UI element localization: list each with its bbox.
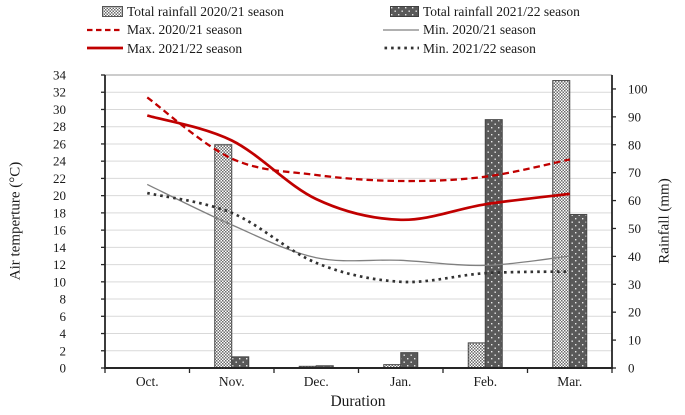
line-gray-solid xyxy=(146,183,570,267)
legend-item-line-black-dotted: Min. 2021/22 season xyxy=(379,40,580,56)
bar xyxy=(552,80,571,369)
right-tick-label: 20 xyxy=(628,305,641,320)
left-tick-label: 26 xyxy=(53,136,67,151)
gridlines xyxy=(105,74,612,352)
left-axis-title: Air temperture (°C) xyxy=(7,161,24,281)
left-tick-label: 6 xyxy=(60,309,67,324)
right-tick-label: 30 xyxy=(628,277,641,292)
right-tick-label: 50 xyxy=(628,221,641,236)
line-black-dotted xyxy=(146,191,570,284)
bar-hatched-swatch-icon xyxy=(83,5,123,17)
month-label: Oct. xyxy=(136,374,159,389)
month-label: Feb. xyxy=(473,374,497,389)
x-axis-title: Duration xyxy=(330,393,385,410)
right-tick-label: 10 xyxy=(628,333,641,348)
bar xyxy=(231,356,250,369)
legend-label: Max. 2021/22 season xyxy=(127,40,243,56)
bar xyxy=(484,119,503,369)
bars-rainfall-2021-22 xyxy=(231,119,588,369)
left-tick-label: 2 xyxy=(60,343,67,358)
legend-label: Max. 2020/21 season xyxy=(127,22,243,37)
left-tick-label: 30 xyxy=(53,102,66,117)
bar xyxy=(569,214,588,369)
legend-label: Min. 2021/22 season xyxy=(423,40,536,56)
line-red-dashed-swatch-icon xyxy=(83,26,123,34)
bar xyxy=(467,342,486,369)
left-tick-label: 16 xyxy=(53,223,67,238)
legend-item-bar-hatched: Total rainfall 2020/21 season xyxy=(83,3,379,19)
legend-label: Min. 2020/21 season xyxy=(423,22,536,37)
left-tick-label: 0 xyxy=(60,361,67,376)
line-gray-solid-swatch-icon xyxy=(379,26,419,34)
legend-item-bar-dark: Total rainfall 2021/22 season xyxy=(379,3,580,19)
left-tick-label: 12 xyxy=(53,257,66,272)
line-black-dotted-swatch-icon xyxy=(379,44,419,52)
right-tick-label: 80 xyxy=(628,137,641,152)
left-tick-label: 28 xyxy=(53,119,66,134)
right-tick-label: 70 xyxy=(628,165,641,180)
left-tick-label: 34 xyxy=(53,68,67,83)
right-tick-label: 60 xyxy=(628,193,641,208)
bars-rainfall-2020-21 xyxy=(214,80,571,369)
line-red-dashed xyxy=(146,96,571,183)
rainfall-bars xyxy=(214,80,588,369)
left-tick-label: 20 xyxy=(53,188,66,203)
legend-item-line-red-dashed: Max. 2020/21 season xyxy=(83,23,379,37)
left-tick-label: 14 xyxy=(53,240,67,255)
right-tick-label: 40 xyxy=(628,249,641,264)
line-red-solid-swatch-icon xyxy=(83,44,123,52)
tick-labels: 0246810121416182022242628303234010203040… xyxy=(53,68,648,390)
month-label: Nov. xyxy=(219,374,245,389)
right-tick-label: 0 xyxy=(628,361,635,376)
left-tick-label: 24 xyxy=(53,154,67,169)
left-tick-label: 4 xyxy=(60,326,67,341)
chart-legend: Total rainfall 2020/21 season Total rainf… xyxy=(83,2,580,58)
month-label: Jan. xyxy=(390,374,411,389)
legend-item-line-red-solid: Max. 2021/22 season xyxy=(83,40,379,56)
right-axis-title: Rainfall (mm) xyxy=(656,178,673,264)
line-red-solid xyxy=(146,114,570,222)
left-tick-label: 8 xyxy=(60,292,67,307)
left-tick-label: 10 xyxy=(53,274,66,289)
bar xyxy=(400,352,419,369)
bar-dark-swatch-icon xyxy=(379,5,419,17)
bar xyxy=(214,144,233,369)
legend-item-line-gray-solid: Min. 2020/21 season xyxy=(379,23,580,37)
legend-label: Total rainfall 2021/22 season xyxy=(423,3,580,19)
left-tick-label: 18 xyxy=(53,205,66,220)
month-label: Dec. xyxy=(304,374,329,389)
month-label: Mar. xyxy=(557,374,582,389)
axes xyxy=(101,74,616,373)
legend-label: Total rainfall 2020/21 season xyxy=(127,3,284,19)
right-tick-label: 90 xyxy=(628,109,641,124)
right-tick-label: 100 xyxy=(628,81,648,96)
temperature-lines xyxy=(146,96,571,284)
left-tick-label: 32 xyxy=(53,85,66,100)
left-tick-label: 22 xyxy=(53,171,66,186)
